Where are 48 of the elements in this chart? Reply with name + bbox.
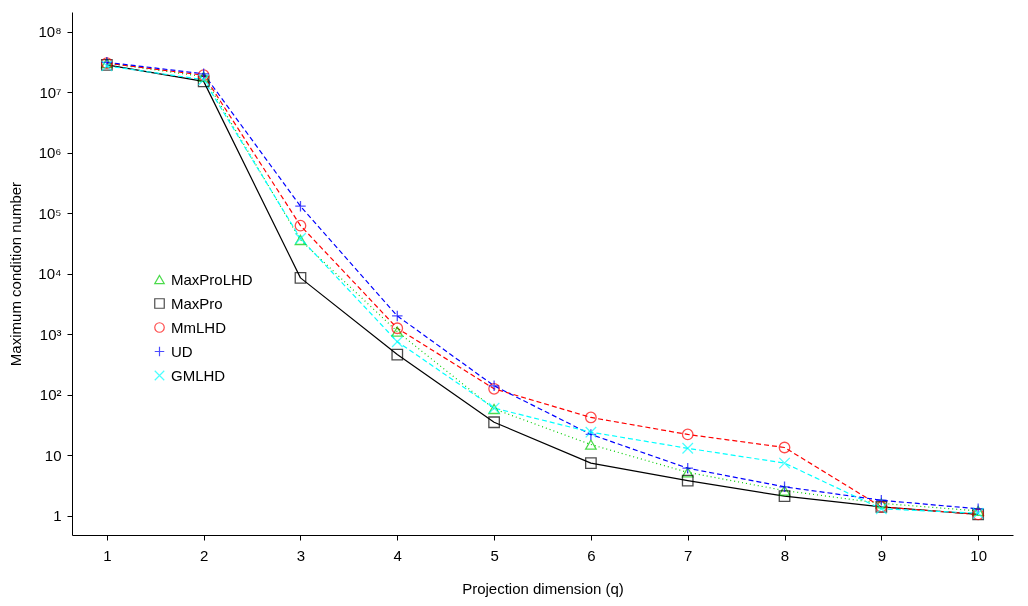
x-tick-label: 5 (490, 546, 499, 564)
legend-label: MaxPro (171, 294, 223, 312)
point (778, 490, 791, 503)
point (294, 200, 307, 213)
point (778, 485, 791, 496)
point (778, 457, 791, 469)
y-tick-label: 1 (53, 507, 62, 525)
y-tick-label: 10 (44, 446, 62, 464)
legend-label: GMLHD (171, 366, 226, 384)
legend-label: MmLHD (171, 318, 227, 336)
x-tick-label: 10 (970, 546, 987, 564)
point (681, 474, 694, 487)
y-tick-label: 10⁵ (38, 204, 62, 222)
legend-label: UD (171, 342, 193, 360)
point (875, 498, 888, 509)
y-tick-label: 10⁴ (38, 265, 62, 283)
point (585, 457, 597, 469)
x-tick-label: 2 (199, 546, 209, 564)
x-tick-label: 3 (296, 546, 306, 564)
y-tick-label: 10³ (39, 325, 62, 343)
y-tick-label: 10⁷ (39, 83, 62, 101)
y-axis-title: Maximum condition number (7, 181, 25, 367)
x-tick-label: 9 (877, 546, 887, 564)
point (391, 348, 404, 361)
point (778, 480, 791, 493)
point (391, 326, 404, 337)
point (294, 271, 307, 284)
x-tick-label: 6 (587, 546, 596, 564)
x-tick-label: 4 (393, 546, 402, 564)
point (681, 467, 694, 478)
x-tick-label: 7 (684, 546, 693, 564)
point (391, 335, 404, 348)
x-axis-title: Projection dimension (q) (462, 579, 624, 597)
point (294, 219, 307, 232)
point (778, 441, 791, 454)
point (681, 442, 694, 455)
point (681, 462, 694, 475)
y-tick-label: 10⁶ (38, 144, 62, 162)
point (585, 439, 597, 450)
x-tick-label: 1 (103, 546, 112, 564)
point (681, 428, 694, 441)
y-tick-label: 10⁸ (38, 23, 62, 40)
point (488, 416, 500, 429)
point (391, 310, 404, 322)
legend-label: MaxProLHD (171, 270, 253, 288)
x-tick-label: 8 (780, 546, 790, 564)
y-tick-label: 10² (39, 386, 62, 404)
point (585, 411, 597, 424)
